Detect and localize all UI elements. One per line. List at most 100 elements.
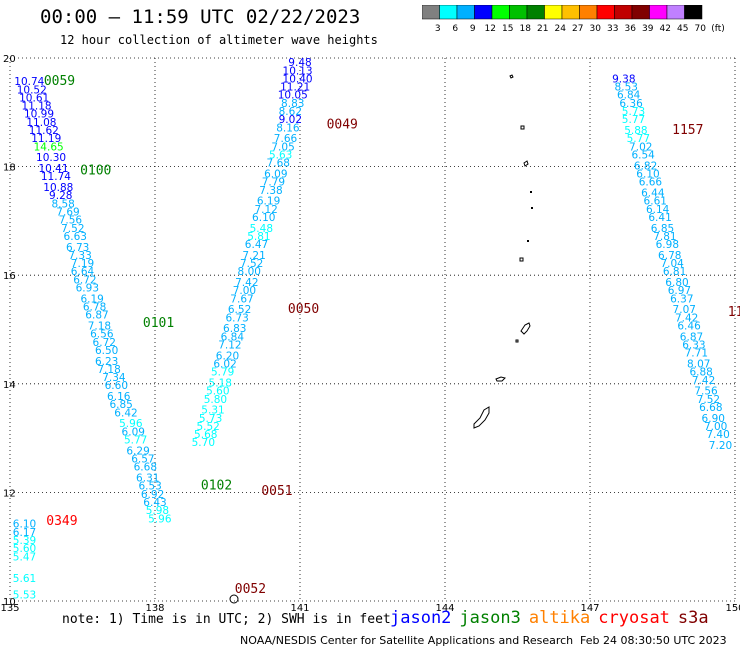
- swh-value: 7.52: [240, 258, 263, 270]
- swh-value: 6.47: [245, 239, 268, 251]
- swh-value: 7.68: [267, 158, 290, 170]
- swh-value: 7.34: [102, 372, 126, 384]
- island-outlines: [473, 74, 533, 429]
- jason3-track: 10.7410.5210.6111.1810.9911.0811.6211.19…: [14, 76, 172, 525]
- swh-value: 6.72: [73, 274, 96, 286]
- swh-value: 7.79: [262, 177, 285, 189]
- swh-value: 6.84: [221, 331, 245, 343]
- lat-tick-label: 16: [3, 271, 16, 282]
- swh-value: 7.00: [233, 285, 256, 297]
- swh-value: 6.66: [639, 177, 663, 189]
- swh-value: 7.18: [97, 364, 120, 376]
- swh-value: 6.80: [665, 277, 688, 289]
- lat-tick-label: 12: [3, 488, 16, 499]
- lon-tick-label: 141: [290, 603, 309, 614]
- swh-value: 6.02: [213, 359, 236, 371]
- swh-value: 6.44: [641, 187, 665, 199]
- swh-value: 14.65: [34, 141, 64, 153]
- swh-value: 7.69: [56, 206, 79, 218]
- swh-value: 6.43: [143, 497, 166, 509]
- swh-value: 10.30: [36, 152, 66, 164]
- swh-value: 6.90: [702, 413, 725, 425]
- swh-value: 10.52: [17, 84, 47, 96]
- lon-tick-label: 147: [580, 603, 599, 614]
- swh-value: 6.78: [83, 301, 106, 313]
- swh-value: 6.57: [131, 454, 154, 466]
- swh-value: 8.16: [276, 122, 300, 134]
- swh-value: 6.46: [677, 321, 701, 333]
- swh-value: 10.74: [14, 76, 44, 88]
- swh-value: 6.19: [257, 196, 280, 208]
- swh-value: 6.10: [252, 212, 275, 224]
- time-label: 0101: [143, 316, 174, 331]
- lon-tick-label: 150: [725, 603, 740, 614]
- swh-value: 5.77: [622, 114, 645, 126]
- swh-value: 5.79: [211, 367, 234, 379]
- lon-tick-label: 144: [435, 603, 454, 614]
- scale-label: 42: [660, 24, 671, 34]
- lat-tick-label: 10: [3, 597, 16, 608]
- time-label: 0051: [261, 484, 292, 499]
- time-label: 0102: [201, 479, 232, 494]
- swh-value: 5.60: [13, 543, 36, 555]
- swh-value: 6.78: [658, 250, 681, 262]
- lat-tick-label: 14: [3, 380, 16, 391]
- swh-value: 5.70: [192, 437, 215, 449]
- island-rota: [495, 376, 506, 382]
- swh-value: 8.00: [238, 266, 261, 278]
- swh-value: 7.18: [88, 321, 111, 333]
- scale-label: 24: [555, 24, 567, 34]
- island-shape: [519, 257, 524, 262]
- swh-value: 8.07: [687, 359, 710, 371]
- scale-label: 70: [695, 24, 707, 34]
- swh-value: 6.10: [636, 168, 659, 180]
- swh-value: 6.97: [668, 285, 691, 297]
- swh-value: 5.98: [146, 505, 169, 517]
- swh-value: 10.41: [38, 163, 68, 175]
- swh-value: 6.87: [680, 331, 703, 343]
- swh-value: 6.23: [95, 356, 118, 368]
- swh-value: 10.13: [283, 65, 313, 77]
- island-shape: [527, 240, 529, 242]
- swh-value: 6.82: [634, 160, 657, 172]
- swh-value: 6.68: [699, 402, 722, 414]
- scale-swatch: [684, 5, 703, 20]
- swh-value: 7.42: [675, 312, 698, 324]
- swh-value: 8.53: [615, 82, 638, 94]
- island-shape: [520, 125, 525, 130]
- swh-value: 11.62: [29, 125, 59, 137]
- swh-value: 6.68: [134, 462, 157, 474]
- swh-value: 10.05: [278, 90, 308, 102]
- swh-value: 9.38: [612, 73, 635, 85]
- time-label: 0349: [46, 514, 77, 529]
- page-title: 00:00 – 11:59 UTC 02/22/2023: [40, 6, 361, 28]
- time-label: 1157: [672, 123, 703, 138]
- s3a-track-east: 9.388.536.846.365.735.775.885.777.026.54…: [612, 73, 732, 452]
- swh-value: 6.81: [663, 266, 686, 278]
- swh-value: 6.36: [619, 98, 643, 110]
- island-shape: [523, 160, 529, 167]
- swh-value: 6.20: [216, 350, 239, 362]
- swh-value: 6.29: [126, 445, 149, 457]
- swh-value: 6.72: [93, 337, 116, 349]
- swh-value: 7.56: [59, 215, 83, 227]
- swh-value: 5.61: [13, 573, 36, 585]
- island-shape: [509, 74, 514, 79]
- swh-value: 7.42: [235, 277, 258, 289]
- swh-value: 5.96: [148, 513, 172, 525]
- swh-value: 6.87: [85, 310, 108, 322]
- swh-value: 6.64: [71, 266, 95, 278]
- swh-value: 9.02: [279, 114, 302, 126]
- satellite-legend: jason2 jason3 altika cryosat s3a: [390, 608, 717, 628]
- swh-value: 6.09: [264, 168, 287, 180]
- page-subtitle: 12 hour collection of altimeter wave hei…: [60, 33, 378, 47]
- swh-value: 6.98: [656, 239, 679, 251]
- swh-value: 7.04: [660, 258, 684, 270]
- swh-value: 7.52: [61, 223, 84, 235]
- swh-value: 6.16: [107, 391, 131, 403]
- scale-label: 45: [677, 24, 688, 34]
- legend-entry: jason2: [390, 608, 452, 628]
- lon-tick-label: 138: [145, 603, 164, 614]
- swh-value: 6.60: [105, 380, 128, 392]
- time-label: 0049: [327, 118, 358, 133]
